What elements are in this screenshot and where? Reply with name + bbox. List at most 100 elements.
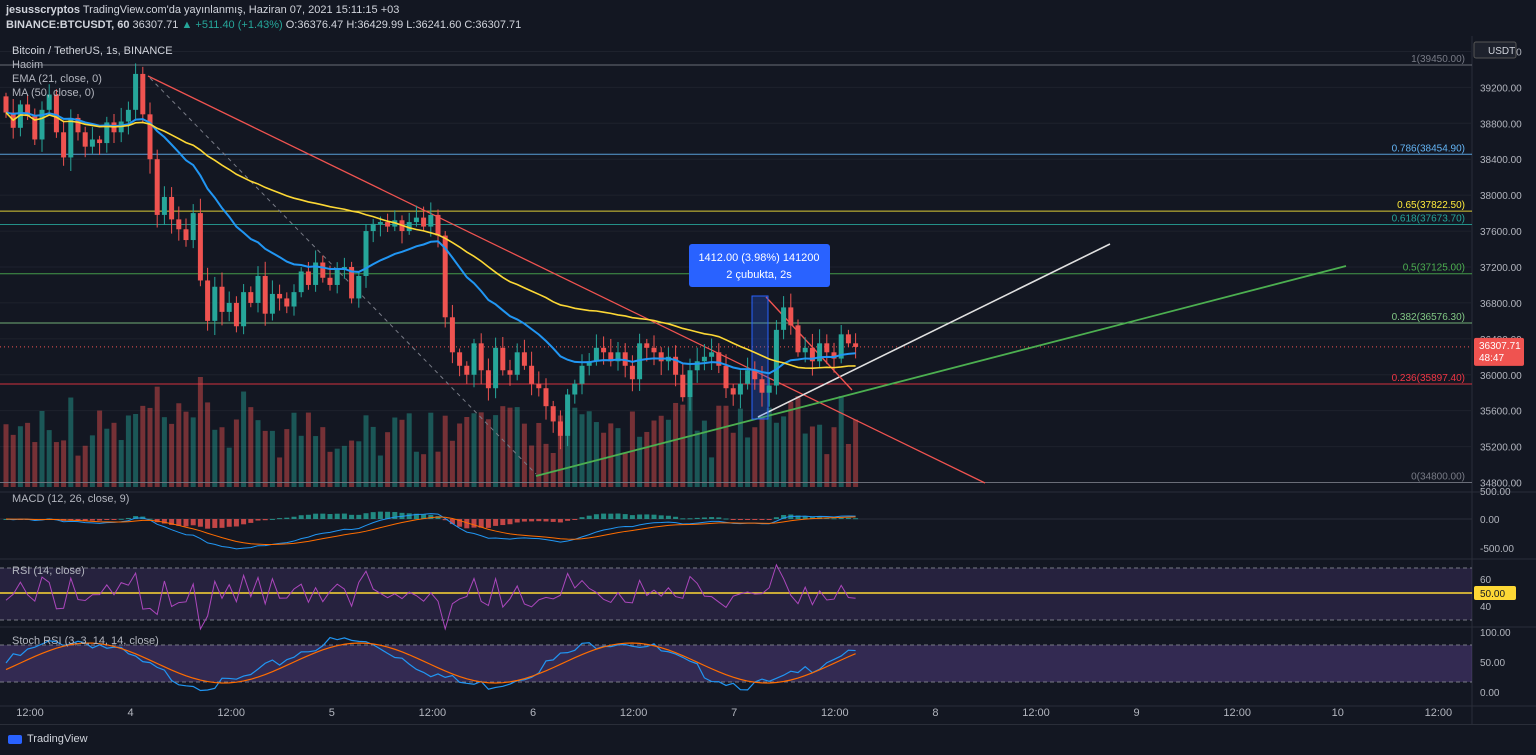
candle-body: [169, 196, 175, 220]
macd-histogram-bar: [435, 516, 441, 519]
candle-body: [730, 388, 736, 395]
candle-body: [32, 116, 38, 140]
volume-bar: [586, 411, 592, 487]
ema-line: [5, 111, 856, 375]
ohlc-low: L:36241.60: [406, 19, 462, 31]
volume-bar: [665, 419, 671, 487]
volume-bar: [471, 413, 477, 487]
candle-body: [183, 229, 189, 241]
candle-body: [17, 104, 23, 128]
volume-bar: [601, 432, 607, 487]
legend-rsi: RSI (14, close): [12, 565, 85, 577]
macd-tick-label: 500.00: [1480, 487, 1511, 498]
macd-histogram-bar: [169, 519, 175, 525]
candle-body: [723, 365, 729, 389]
tradingview-logo[interactable]: TradingView: [8, 733, 88, 745]
macd-histogram-bar: [500, 519, 506, 526]
macd-histogram-bar: [781, 515, 787, 519]
volume-bar: [39, 410, 45, 487]
volume-bar: [788, 401, 794, 487]
y-tick-label: 38000.00: [1480, 191, 1522, 202]
macd-histogram-bar: [802, 516, 808, 519]
macd-histogram-bar: [701, 517, 707, 519]
volume-bar: [709, 457, 715, 487]
macd-histogram-bar: [291, 516, 297, 519]
rsi-tick-label: 40: [1480, 602, 1492, 613]
x-tick-label: 8: [932, 707, 938, 719]
candle-body: [471, 343, 477, 375]
volume-bar: [572, 407, 578, 487]
volume-bar: [154, 386, 160, 487]
volume-bar: [248, 407, 254, 487]
volume-bar: [341, 445, 347, 487]
volume-bar: [226, 447, 232, 487]
candle-body: [579, 365, 585, 384]
candle-body: [586, 361, 592, 366]
macd-histogram-bar: [363, 513, 369, 519]
macd-histogram-bar: [831, 518, 837, 520]
chart-canvas[interactable]: 1(39450.00) 0.786(38454.90) 0.65(37822.50)…: [0, 36, 1536, 724]
candle-body: [385, 222, 391, 227]
macd-histogram-bar: [161, 519, 167, 524]
brand-label: TradingView: [27, 733, 88, 745]
volume-bar: [68, 397, 74, 487]
macd-histogram-bar: [428, 514, 434, 519]
candle-body: [370, 223, 376, 232]
x-tick-label: 12:00: [217, 707, 245, 719]
macd-histogram-bar: [521, 519, 527, 522]
macd-histogram-bar: [565, 519, 571, 521]
candle-body: [104, 122, 110, 144]
macd-histogram-bar: [82, 519, 88, 521]
volume-bar: [406, 413, 412, 487]
ma-line: [5, 111, 856, 370]
macd-histogram-bar: [183, 519, 189, 527]
candle-body: [442, 235, 448, 318]
x-tick-label: 12:00: [419, 707, 447, 719]
candle-body: [514, 352, 520, 375]
volume-bar: [831, 427, 837, 487]
macd-histogram-bar: [773, 517, 779, 519]
x-tick-label: 12:00: [1022, 707, 1050, 719]
stoch-band: [0, 645, 1472, 682]
price-tag-timer: 48:47: [1479, 353, 1504, 364]
rsi-line: [5, 563, 856, 631]
volume-bar: [61, 440, 67, 487]
volume-bar: [500, 406, 506, 487]
candle-body: [320, 262, 326, 278]
volume-bar: [385, 432, 391, 487]
volume-bar: [125, 415, 131, 487]
candle-body: [745, 370, 751, 384]
ohlc-open: O:36376.47: [285, 19, 344, 31]
volume-bar: [356, 441, 362, 487]
volume-bar: [89, 435, 95, 487]
candle-body: [795, 325, 801, 353]
macd-histogram-bar: [572, 519, 578, 520]
volume-bar: [716, 405, 722, 487]
macd-histogram-bar: [716, 517, 722, 519]
ohlc-high: H:36429.99: [346, 19, 404, 31]
macd-histogram-bar: [629, 515, 635, 519]
last-price: 36307.71: [132, 19, 179, 31]
footer: TradingView: [0, 724, 1536, 755]
macd-histogram-bar: [514, 519, 520, 523]
volume-bar: [485, 419, 491, 487]
trend-drawings: 1412.00 (3.98%) 141200 2 çubukta, 2s: [147, 75, 1347, 484]
candle-body: [759, 379, 765, 393]
candle-body: [334, 268, 340, 285]
candle-body: [809, 347, 815, 362]
candle-body: [824, 343, 830, 353]
candle-body: [53, 94, 59, 133]
volume-bar: [608, 423, 614, 487]
candlesticks: [3, 63, 859, 450]
candle-body: [529, 365, 535, 384]
price-tag-value: 36307.71: [1479, 341, 1521, 352]
macd-histogram-bar: [118, 518, 124, 520]
measure-line2: 2 çubukta, 2s: [726, 269, 792, 281]
volume-bar: [320, 427, 326, 487]
volume-bar: [118, 440, 124, 487]
candle-body: [61, 132, 67, 158]
candle-body: [457, 352, 463, 366]
candle-body: [853, 343, 859, 347]
candle-body: [205, 280, 211, 321]
x-tick-label: 9: [1134, 707, 1140, 719]
